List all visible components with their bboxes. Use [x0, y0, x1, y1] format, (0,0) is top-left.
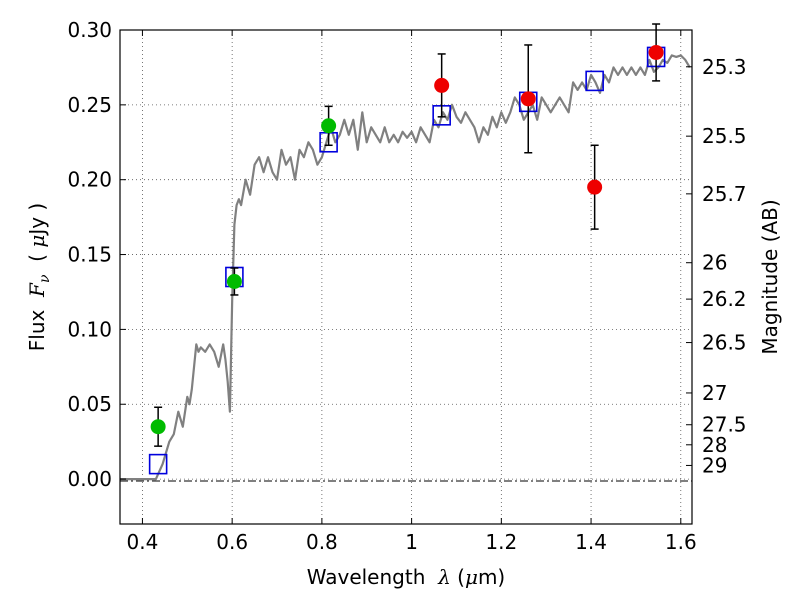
- model-spectrum-line: [120, 54, 691, 481]
- green-data-point: [321, 118, 337, 134]
- grid: [120, 29, 692, 524]
- magnitude-tick-label: 27.5: [702, 413, 747, 437]
- observed-photometry-points: [150, 44, 664, 435]
- magnitude-axis-label: Magnitude (AB): [758, 199, 782, 354]
- magnitude-tick-label: 25.5: [702, 124, 747, 148]
- magnitude-tick-label: 26.2: [702, 287, 747, 311]
- model-spectrum: [120, 54, 691, 481]
- y-tick-label: 0.30: [67, 18, 112, 42]
- x-axis-label: Wavelength λ (μm): [307, 565, 506, 589]
- y-axis-label: Flux Fν ( μJy ): [25, 203, 53, 351]
- red-data-point: [520, 91, 536, 107]
- y-tick-label: 0.10: [67, 317, 112, 341]
- model-photometry-box: [585, 70, 604, 92]
- model-photometry-box: [148, 453, 168, 475]
- plot-frame: [119, 29, 693, 525]
- x-tick-label: 0.8: [306, 530, 338, 554]
- x-tick-label: 1.6: [665, 530, 697, 554]
- magnitude-tick-label: 26: [702, 251, 727, 275]
- red-data-point: [648, 44, 664, 60]
- green-data-point: [150, 419, 166, 435]
- magnitude-tick-label: 29: [702, 453, 727, 477]
- y-tick-label: 0.25: [67, 93, 112, 117]
- y-tick-label: 0.20: [67, 168, 112, 192]
- x-tick-label: 0.4: [127, 530, 159, 554]
- x-axis-ticks: 0.4 0.6 0.8 1 1.2 1.4 1.6: [127, 30, 697, 554]
- red-data-point: [587, 179, 603, 195]
- x-tick-label: 0.6: [216, 530, 248, 554]
- green-data-point: [226, 273, 242, 289]
- x-tick-label: 1.4: [575, 530, 607, 554]
- magnitude-tick-label: 28: [702, 433, 727, 457]
- y-tick-label: 0.00: [67, 467, 112, 491]
- x-tick-label: 1.2: [485, 530, 517, 554]
- model-photometry-boxes: [148, 46, 666, 475]
- y-axis-ticks: 0.00 0.05 0.10 0.15 0.20 0.25 0.30: [67, 18, 126, 491]
- magnitude-tick-label: 26.5: [702, 331, 747, 355]
- red-data-point: [434, 77, 450, 93]
- y-tick-label: 0.15: [67, 243, 112, 267]
- y-tick-label: 0.05: [67, 392, 112, 416]
- x-tick-label: 1: [405, 530, 418, 554]
- magnitude-tick-label: 25.3: [702, 55, 747, 79]
- magnitude-tick-label: 27: [702, 381, 727, 405]
- magnitude-tick-label: 25.7: [702, 182, 747, 206]
